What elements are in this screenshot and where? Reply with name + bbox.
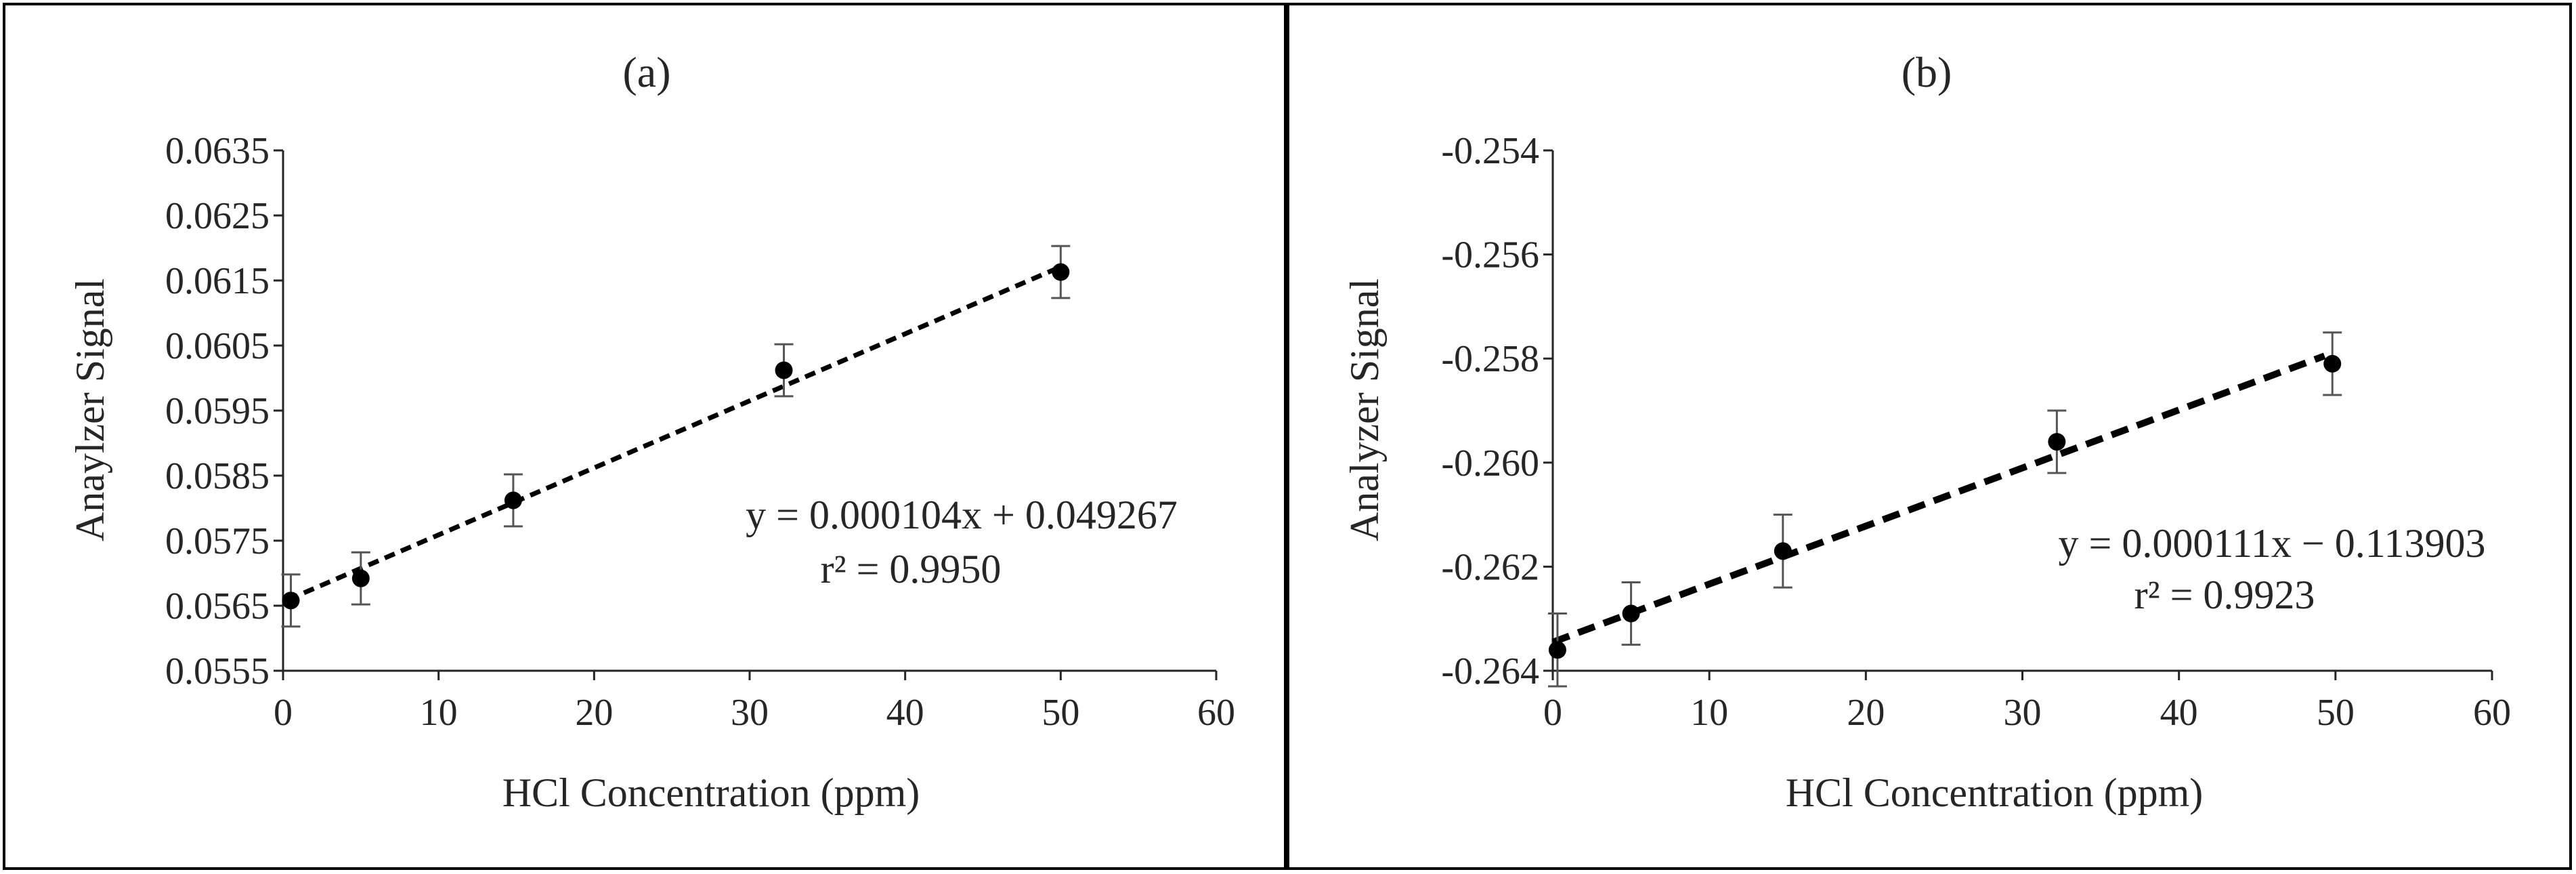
panel-a-x-tick-label: 10: [420, 692, 458, 734]
panel-a-chart: (a) y = 0.000104x + 0.049267 r² = 0.9950…: [68, 48, 1235, 815]
panel-a-r-squared: r² = 0.9950: [821, 547, 1002, 591]
panel-b-frame: [1284, 3, 2572, 870]
panel-b-y-tick-label: -0.256: [1441, 234, 1539, 276]
panel-a-x-tick-label: 60: [1197, 692, 1235, 734]
panel-a-y-tick-label: 0.0585: [165, 455, 270, 497]
panel-a-frame: [3, 3, 1289, 870]
panel-a-y-tick-label: 0.0555: [165, 650, 270, 692]
panel-a-x-tick-label: 20: [575, 692, 613, 734]
panel-a-y-tick-label: 0.0575: [165, 520, 270, 562]
panel-b-data-point: [1622, 604, 1640, 623]
panel-a-x-tick-label: 30: [731, 692, 769, 734]
panel-a-data-point: [504, 491, 522, 509]
panel-b-x-tick-label: 30: [2004, 692, 2042, 734]
panel-b-x-tick-label: 20: [1847, 692, 1885, 734]
panel-b-y-tick-label: -0.260: [1441, 442, 1539, 484]
panel-b-x-tick-label: 40: [2160, 692, 2198, 734]
panel-a-y-tick-label: 0.0615: [165, 260, 270, 302]
panel-b-x-axis-title: HCl Concentration (ppm): [1786, 770, 2204, 815]
panel-a-y-tick-label: 0.0565: [165, 585, 270, 627]
panel-b-data-point: [2323, 354, 2342, 373]
panel-b-label: (b): [1902, 48, 1952, 96]
panel-b-x-tick-label: 50: [2317, 692, 2355, 734]
panel-a-y-tick-label: 0.0635: [165, 130, 270, 172]
panel-b-y-tick-label: -0.264: [1441, 650, 1539, 692]
panel-b-equation: y = 0.000111x − 0.113903: [2059, 521, 2486, 566]
panel-b-x-tick-label: 0: [1543, 692, 1562, 734]
panel-a-y-tick-label: 0.0605: [165, 325, 270, 367]
panel-b-y-tick-label: -0.262: [1441, 546, 1539, 588]
panel-b-data-point: [1548, 641, 1566, 659]
panel-a-label: (a): [622, 48, 670, 96]
panel-a-x-tick-label: 50: [1042, 692, 1079, 734]
panel-a-y-axis-title: Anaylzer Signal: [68, 278, 112, 541]
panel-b-x-tick-label: 60: [2473, 692, 2511, 734]
panel-b-y-axis-title: Analyzer Signal: [1342, 278, 1387, 541]
panel-b-fit-line: [1551, 352, 2326, 646]
panel-a-data-point: [282, 591, 300, 610]
panel-a-x-tick-label: 0: [274, 692, 293, 734]
panel-b-chart: (b) y = 0.000111x − 0.113903 r² = 0.9923…: [1342, 48, 2511, 815]
panel-a-x-tick-label: 40: [886, 692, 924, 734]
panel-b-y-tick-label: -0.258: [1441, 338, 1539, 380]
panel-b-data-point: [1774, 542, 1792, 560]
panel-a-x-axis-title: HCl Concentration (ppm): [502, 770, 920, 815]
panel-a-data-point: [351, 569, 370, 587]
panel-b-y-tick-label: -0.254: [1441, 130, 1539, 172]
panel-a-data-point: [775, 361, 793, 379]
panel-a-equation: y = 0.000104x + 0.049267: [746, 493, 1178, 537]
panel-b-r-squared: r² = 0.9923: [2134, 573, 2315, 617]
panel-a-data-point: [1052, 263, 1070, 281]
panel-b-data-point: [2048, 433, 2066, 451]
panel-a-y-tick-label: 0.0625: [165, 195, 270, 237]
panel-a-y-tick-label: 0.0595: [165, 390, 270, 432]
panel-b-x-tick-label: 10: [1690, 692, 1728, 734]
